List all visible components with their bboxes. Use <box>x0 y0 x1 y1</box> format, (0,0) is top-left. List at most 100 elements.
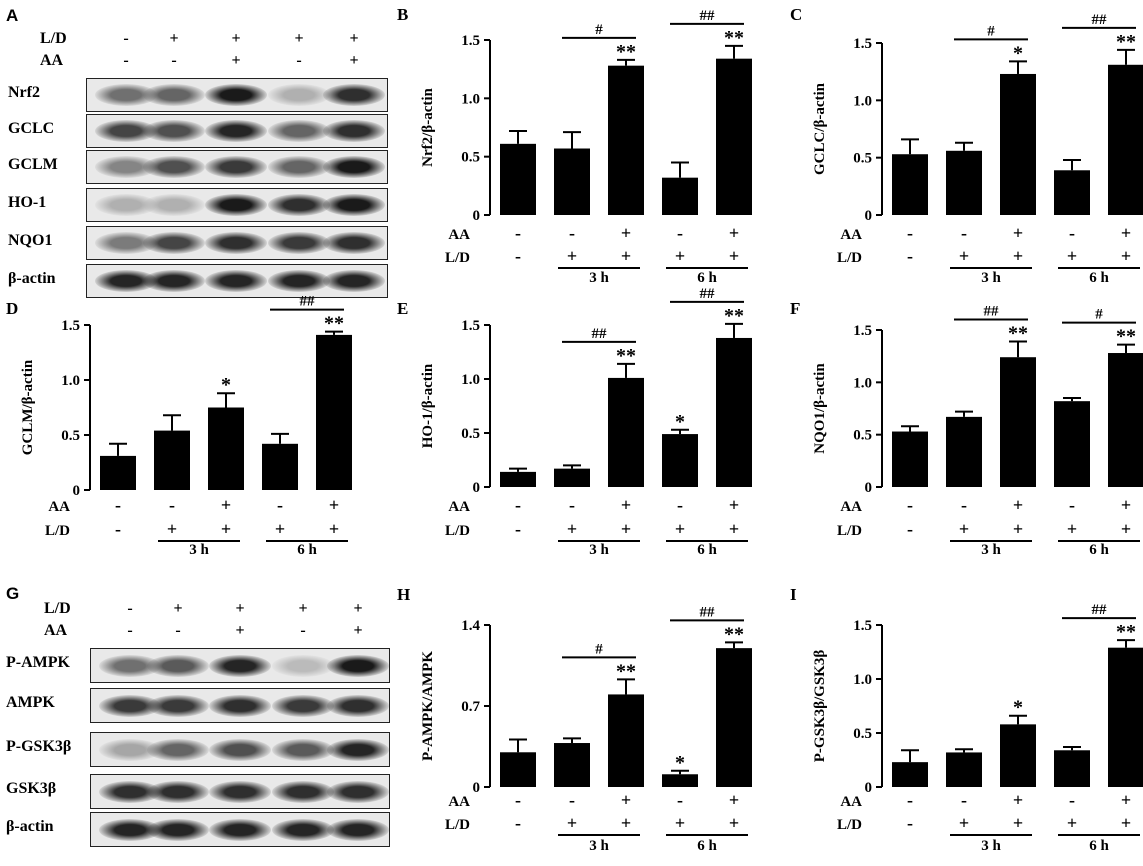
blot-band <box>147 694 209 717</box>
significance-star: * <box>675 411 685 433</box>
y-axis-label: Nrf2/β-actin <box>420 87 436 166</box>
ld-row-label: L/D <box>45 523 70 539</box>
blot-band <box>143 120 205 142</box>
bar <box>716 58 752 215</box>
aa-row-label: AA <box>840 227 862 243</box>
treatment-sign: + <box>349 30 359 47</box>
aa-sign: - <box>569 790 575 810</box>
aa-sign: - <box>277 495 283 515</box>
ld-sign: + <box>675 813 685 833</box>
aa-row-label: AA <box>840 499 862 515</box>
blot-row-label: β-actin <box>8 270 56 287</box>
treatment-sign: + <box>298 600 308 617</box>
blot-band <box>323 270 385 292</box>
panel-letter: E <box>397 299 408 318</box>
aa-sign: + <box>729 495 739 515</box>
blot-band <box>147 654 209 677</box>
aa-row-label: AA <box>840 794 862 810</box>
ld-sign: + <box>1121 813 1131 833</box>
bar <box>100 455 136 490</box>
aa-sign: - <box>515 495 521 515</box>
panel-letter: D <box>6 299 18 318</box>
panel-letter: I <box>790 585 797 604</box>
bar <box>892 154 928 215</box>
group-label: 6 h <box>297 542 317 558</box>
ld-sign: + <box>729 813 739 833</box>
aa-sign: + <box>1013 790 1023 810</box>
hash-label: ## <box>1092 602 1108 618</box>
blot-band <box>209 654 271 677</box>
ld-sign: + <box>959 813 969 833</box>
aa-sign: - <box>515 790 521 810</box>
hash-label: # <box>987 23 995 39</box>
blot-band <box>143 194 205 216</box>
blot-band <box>272 694 334 717</box>
ld-sign: + <box>729 246 739 266</box>
ld-sign: + <box>959 246 969 266</box>
ld-sign: - <box>115 519 121 539</box>
treatment-sign: + <box>349 52 359 69</box>
blot-row-label: HO-1 <box>8 194 47 211</box>
treatment-sign: + <box>235 622 245 639</box>
blot-band <box>268 270 330 292</box>
bar <box>500 143 536 215</box>
blot-band <box>99 654 161 677</box>
blot-band <box>268 194 330 216</box>
blot-row-label: GSK3β <box>6 780 57 797</box>
blot-band <box>268 84 330 106</box>
hash-label: ## <box>300 294 316 310</box>
panel-letter: H <box>397 585 410 604</box>
ld-row-label: L/D <box>837 523 862 539</box>
blot-strip <box>90 732 390 767</box>
aa-row-label: AA <box>448 499 470 515</box>
y-tick-label: 1.5 <box>61 318 80 334</box>
blot-band <box>205 232 267 254</box>
aa-sign: + <box>729 223 739 243</box>
group-label: 6 h <box>697 838 717 854</box>
significance-star: * <box>221 374 231 396</box>
blot-band <box>143 156 205 178</box>
y-tick-label: 0.5 <box>461 426 480 442</box>
significance-star: ** <box>1008 323 1028 345</box>
blot-row-label: β-actin <box>6 818 54 835</box>
ld-sign: + <box>675 519 685 539</box>
y-tick-label: 1.0 <box>61 373 80 389</box>
ld-row-label: L/D <box>445 817 470 833</box>
blot-band <box>272 738 334 761</box>
bar <box>154 430 190 490</box>
bar <box>946 752 982 787</box>
group-label: 6 h <box>1089 542 1109 558</box>
y-tick-label: 1.0 <box>853 672 872 688</box>
y-axis-label: P-AMPK/AMPK <box>420 651 436 761</box>
significance-star: * <box>675 752 685 774</box>
blot-band <box>99 738 161 761</box>
treatment-sign: - <box>296 52 302 69</box>
blot-band <box>272 654 334 677</box>
blot-band <box>95 194 157 216</box>
y-tick-label: 0.5 <box>853 726 872 742</box>
aa-sign: + <box>1013 223 1023 243</box>
y-axis-label: GCLM/β-actin <box>20 359 36 455</box>
blot-row-label: Nrf2 <box>8 84 40 101</box>
aa-sign: - <box>677 223 683 243</box>
panel-letter: C <box>790 5 802 24</box>
aa-sign: + <box>221 495 231 515</box>
aa-sign: - <box>907 495 913 515</box>
panel-letter: G <box>6 584 20 603</box>
aa-sign: - <box>515 223 521 243</box>
blot-band <box>272 818 334 841</box>
treatment-sign: - <box>300 622 306 639</box>
ld-sign: - <box>907 246 913 266</box>
aa-sign: - <box>907 223 913 243</box>
aa-sign: - <box>1069 495 1075 515</box>
treatment-sign: - <box>127 600 133 617</box>
aa-sign: + <box>1013 495 1023 515</box>
significance-star: * <box>1013 42 1023 64</box>
hash-label: # <box>1095 307 1103 323</box>
ld-sign: + <box>1013 246 1023 266</box>
bar <box>316 334 352 490</box>
y-tick-label: 1.0 <box>853 93 872 109</box>
ld-sign: + <box>1013 519 1023 539</box>
blot-band <box>268 120 330 142</box>
